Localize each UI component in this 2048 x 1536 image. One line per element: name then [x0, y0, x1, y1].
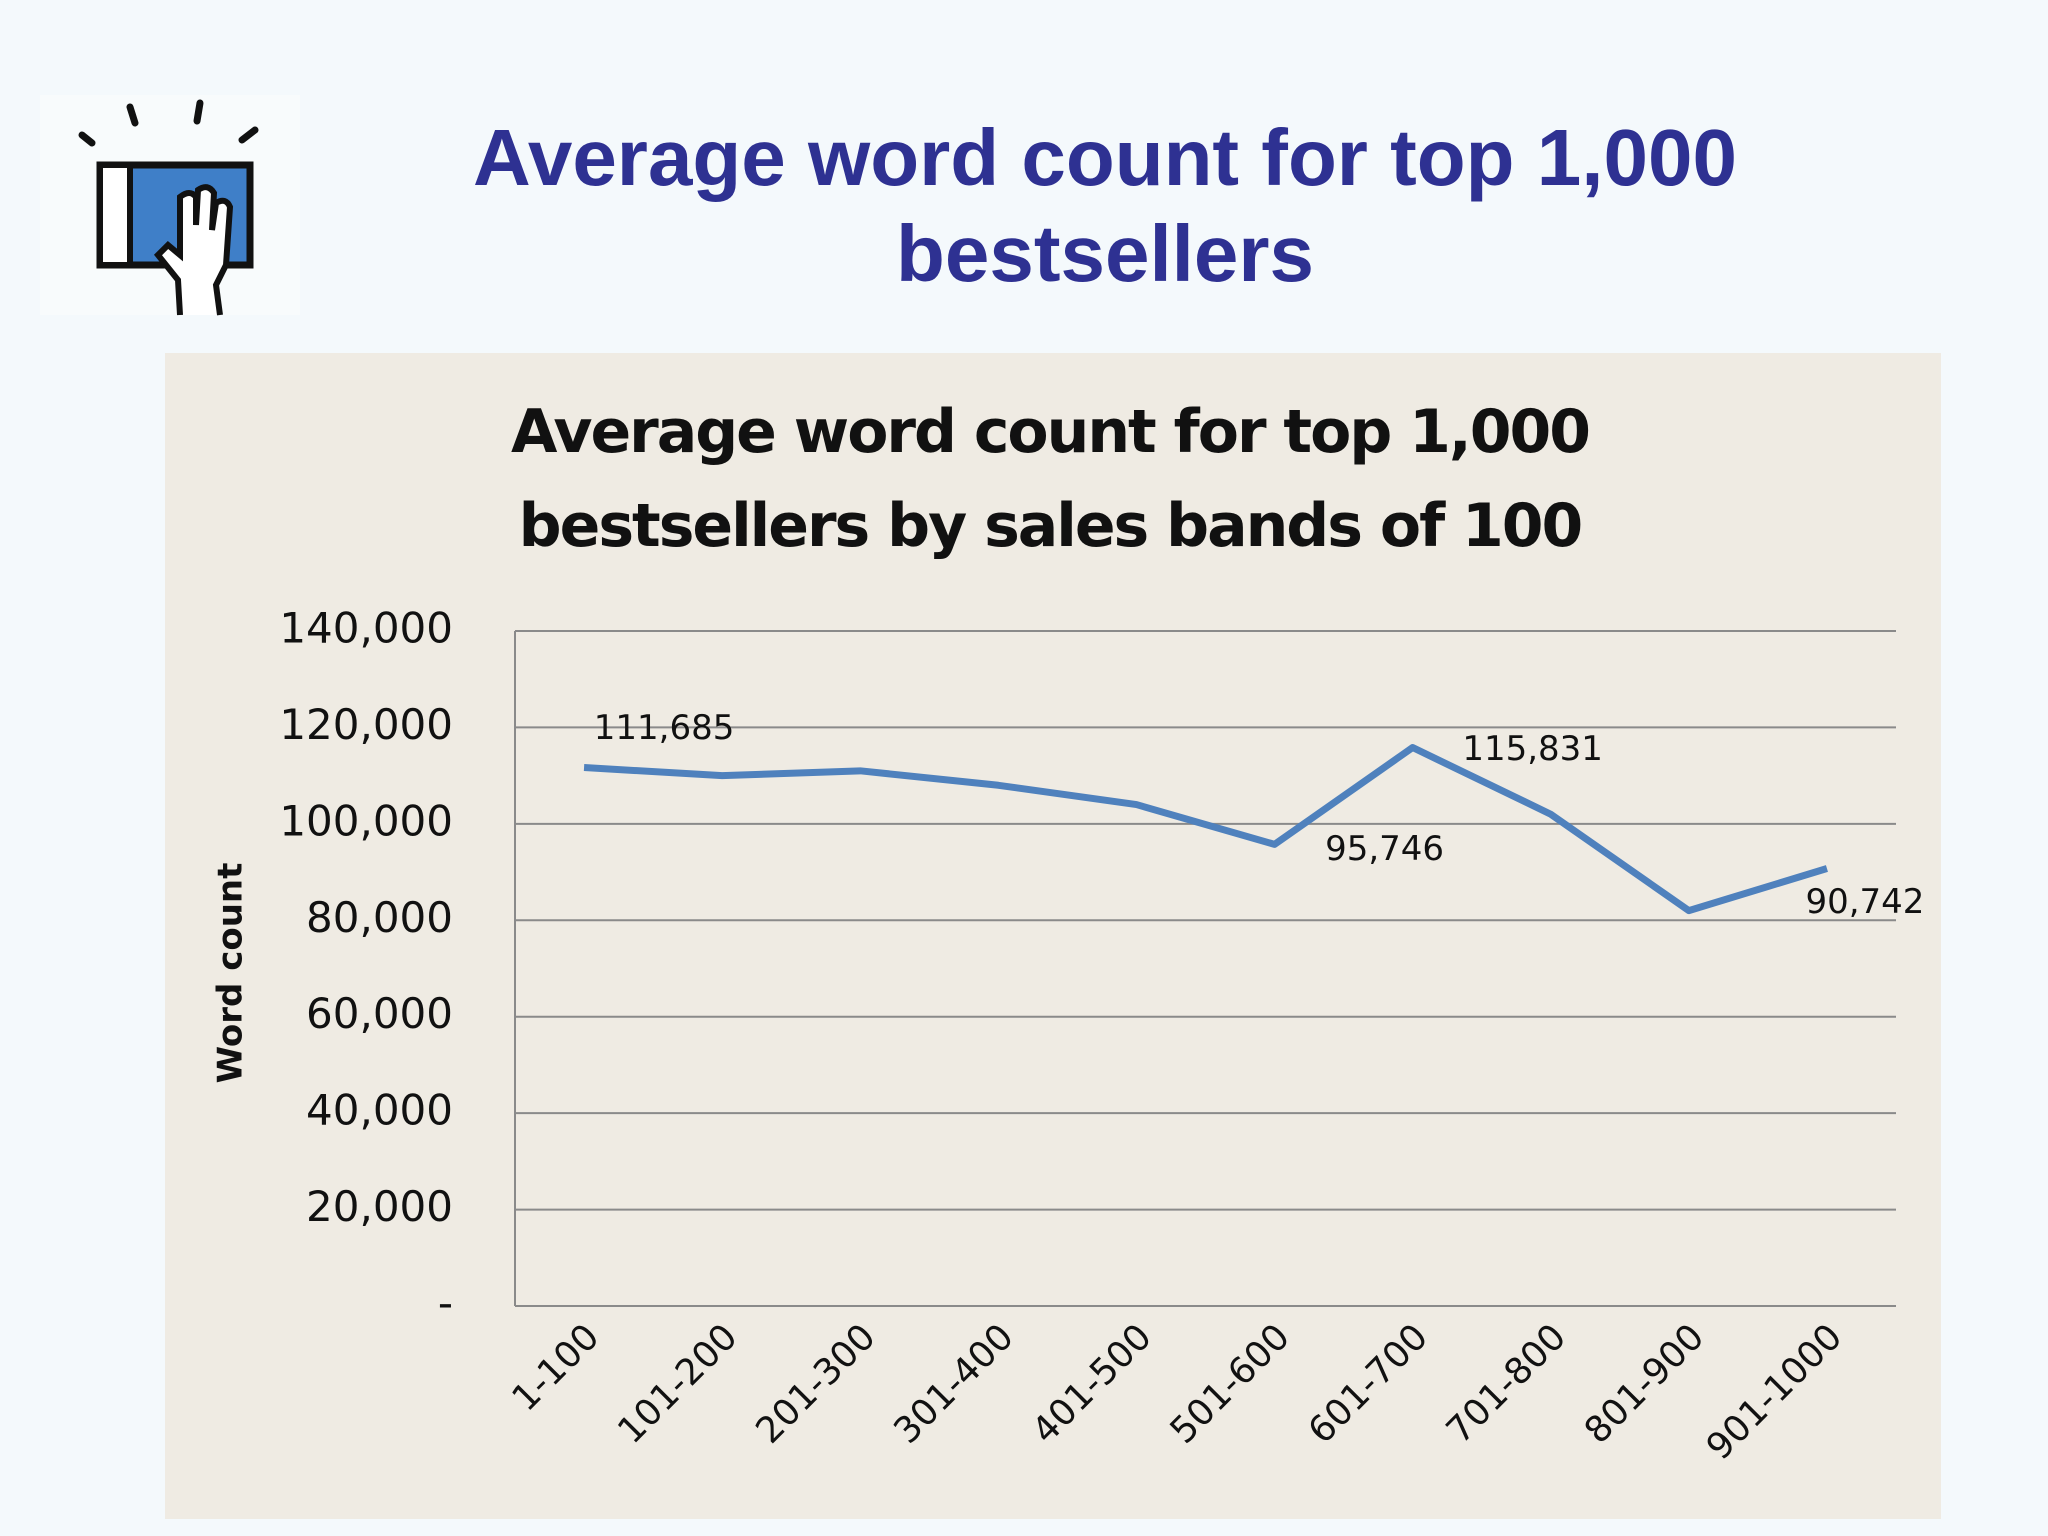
- y-tick-label: 80,000: [306, 893, 453, 942]
- x-tick-label: 701-800: [1439, 1316, 1574, 1451]
- y-tick-label: -: [438, 1279, 453, 1328]
- y-tick-label: 140,000: [279, 604, 453, 653]
- y-axis-label: Word count: [211, 863, 251, 1084]
- data-label: 90,742: [1805, 882, 1924, 922]
- x-tick-label: 301-400: [886, 1316, 1021, 1451]
- chart-title: Average word count for top 1,000 bestsel…: [511, 397, 1591, 561]
- chart-area: [165, 353, 1941, 1519]
- x-tick-label: 401-500: [1025, 1316, 1160, 1451]
- x-tick-label: 1-100: [505, 1316, 608, 1419]
- book-icon: [40, 95, 300, 316]
- data-label: 115,831: [1462, 729, 1603, 769]
- x-tick-label: 801-900: [1577, 1316, 1712, 1451]
- x-tick-label: 201-300: [748, 1316, 883, 1451]
- y-tick-label: 100,000: [279, 796, 453, 845]
- y-tick-label: 120,000: [279, 700, 453, 749]
- y-tick-label: 60,000: [306, 989, 453, 1038]
- icon-pages: [97, 162, 133, 268]
- series-line: [583, 744, 1828, 915]
- icon-hand: [153, 184, 234, 316]
- x-tick-label: 901-1000: [1699, 1316, 1851, 1468]
- x-tick-label: 501-600: [1163, 1316, 1298, 1451]
- data-label: 111,685: [594, 708, 735, 748]
- y-tick-label: 40,000: [306, 1086, 453, 1135]
- data-label: 95,746: [1325, 829, 1444, 869]
- x-tick-label: 601-700: [1301, 1316, 1436, 1451]
- x-tick-label: 101-200: [610, 1316, 745, 1451]
- icon-rays: [78, 99, 259, 147]
- slide-title: Average word count for top 1,000 bestsel…: [473, 113, 1737, 298]
- y-tick-label: 20,000: [306, 1182, 453, 1231]
